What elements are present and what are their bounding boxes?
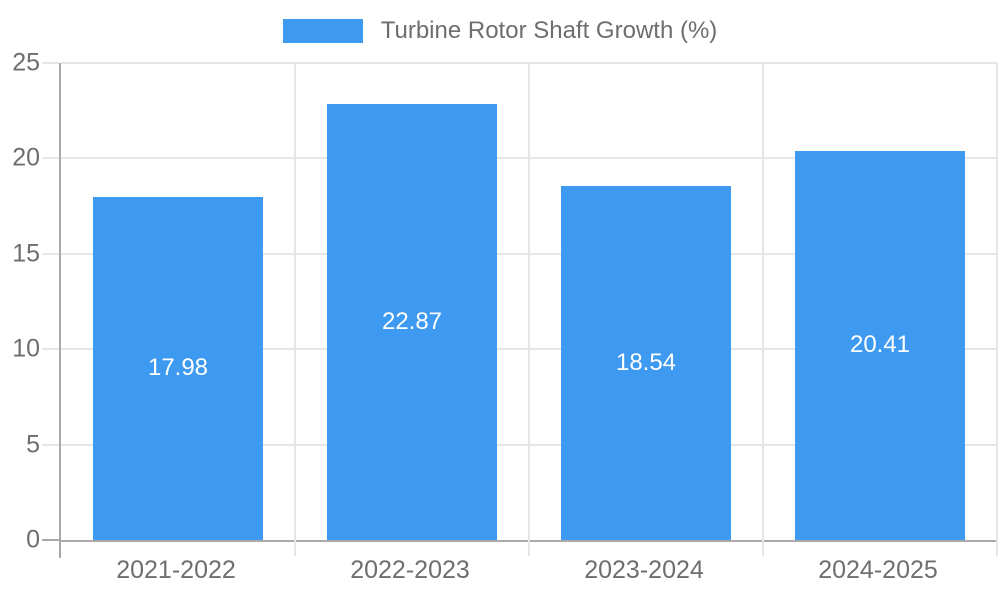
- x-tick-label: 2021-2022: [116, 556, 236, 584]
- y-axis-tick: [42, 62, 59, 64]
- y-axis-tick-extension: [59, 540, 61, 558]
- y-tick-label: 25: [12, 48, 40, 77]
- v-gridline: [294, 63, 296, 556]
- legend-label: Turbine Rotor Shaft Growth (%): [380, 17, 718, 44]
- y-tick-label: 10: [12, 334, 40, 363]
- y-axis-tick: [42, 252, 59, 255]
- bar: 18.54: [561, 186, 731, 540]
- x-tick-label: 2024-2025: [818, 556, 938, 584]
- v-gridline: [762, 63, 764, 556]
- y-tick-label: 0: [26, 525, 40, 554]
- legend-swatch: [282, 19, 363, 43]
- plot-area: 17.98 22.87 18.54 20.41: [42, 62, 998, 558]
- y-tick-label: 15: [12, 239, 40, 268]
- x-tick-label: 2023-2024: [584, 556, 704, 584]
- legend: Turbine Rotor Shaft Growth (%): [0, 19, 1000, 43]
- bar: 22.87: [327, 103, 497, 540]
- bar-value-label: 20.41: [849, 331, 911, 359]
- y-axis-tick: [42, 157, 59, 160]
- bar: 17.98: [93, 196, 263, 540]
- bar: 20.41: [795, 150, 965, 540]
- y-tick-label: 20: [12, 143, 40, 172]
- v-gridline: [996, 63, 998, 556]
- bar-value-label: 17.98: [147, 354, 209, 382]
- y-axis-tick: [42, 443, 59, 446]
- v-gridline: [528, 63, 530, 556]
- y-axis-tick: [42, 348, 59, 351]
- y-axis-labels: 0 5 10 15 20 25: [0, 50, 46, 552]
- bar-value-label: 18.54: [615, 349, 677, 377]
- y-axis-tick: [42, 539, 59, 541]
- x-tick-label: 2022-2023: [350, 556, 470, 584]
- y-tick-label: 5: [26, 430, 40, 459]
- bar-value-label: 22.87: [381, 307, 443, 335]
